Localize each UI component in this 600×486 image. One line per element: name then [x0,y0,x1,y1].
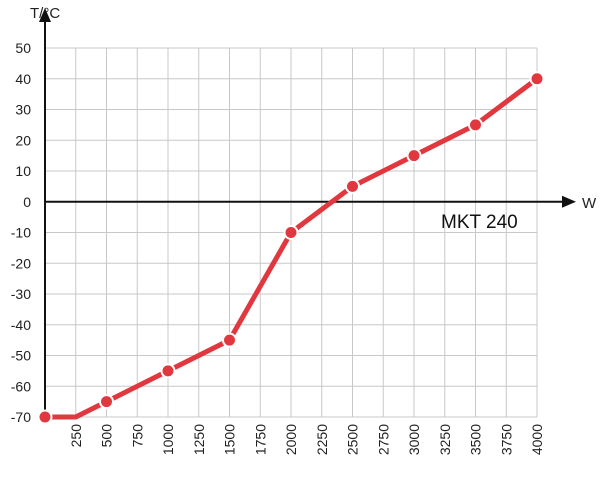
x-tick-label: 3250 [437,424,453,455]
y-tick-label: 20 [15,132,31,148]
x-tick-label: 3750 [498,424,514,455]
x-tick-label: 1250 [191,424,207,455]
data-point [160,363,176,379]
x-tick-label: 1500 [222,424,238,455]
y-axis-label: T/°C [30,5,60,22]
y-tick-label: 0 [23,194,31,210]
x-tick-label: 3500 [468,424,484,455]
data-point [283,225,299,240]
y-tick-label: -70 [11,409,31,425]
y-tick-label: -20 [11,255,31,271]
y-tick-label: 50 [15,40,31,56]
y-tick-labels: 50 40 30 20 10 0 -10 -20 -30 -40 -50 -60 -70 [11,40,31,425]
y-tick-label: 40 [15,71,31,87]
y-tick-label: -60 [11,378,31,394]
model-annotation: MKT 240 [441,212,518,233]
x-tick-label: 500 [99,424,115,448]
data-point [37,409,53,425]
data-point [468,117,483,133]
series-line [42,76,540,420]
x-tick-label: 1750 [252,424,268,455]
x-tick-label: 750 [129,424,145,448]
data-point [406,148,422,164]
x-axis-label: W [582,195,597,212]
x-tick-label: 250 [68,424,84,448]
axes [39,8,576,417]
y-tick-label: 10 [15,163,31,179]
x-tick-label: 2000 [283,424,299,455]
y-tick-label: -30 [11,286,31,302]
y-tick-label: -50 [11,348,31,364]
x-tick-label: 2500 [345,424,361,455]
x-axis-arrow [562,195,576,208]
series-group [37,71,545,425]
x-tick-label: 1000 [160,424,176,455]
y-axis-arrow [39,8,51,22]
x-tick-label: 2750 [375,424,391,455]
x-tick-label: 4000 [529,424,545,455]
x-tick-label: 2250 [314,424,330,455]
x-tick-labels: 250 500 750 1000 1250 1500 1750 2000 2250 2500 275… [68,424,545,455]
data-point [345,178,360,194]
y-tick-label: -10 [11,225,31,241]
data-point [99,394,114,410]
data-point [529,71,545,87]
x-tick-label: 3000 [406,424,422,455]
y-tick-label: 30 [15,102,31,118]
data-point [222,332,237,348]
y-tick-label: -40 [11,317,31,333]
